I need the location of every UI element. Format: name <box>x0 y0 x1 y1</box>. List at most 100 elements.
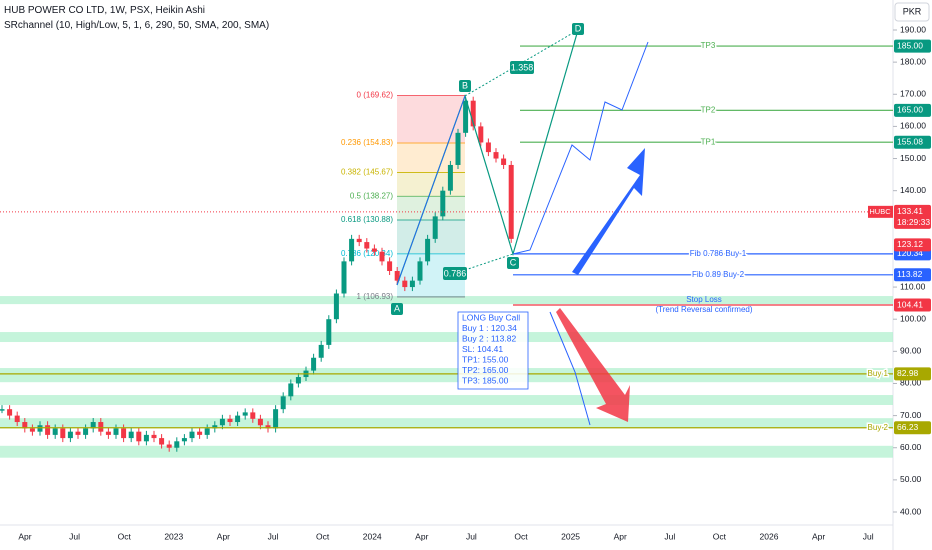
call-line: Buy 2 : 113.82 <box>462 333 516 343</box>
candle <box>60 428 66 439</box>
point-a <box>391 303 403 315</box>
candle <box>311 357 317 371</box>
candle <box>121 428 127 439</box>
marker-tag-text: 123.12 <box>897 239 923 249</box>
ratio: 0.786 <box>444 268 467 278</box>
candle <box>235 415 241 423</box>
candle <box>67 431 73 439</box>
fib-band <box>397 196 465 220</box>
price-tick-label: 110.00 <box>900 281 926 291</box>
candle <box>83 428 89 435</box>
channel-label: Buy 2 <box>868 423 889 432</box>
candle <box>174 441 180 448</box>
candle <box>349 238 355 262</box>
call-line: TP2: 165.00 <box>462 365 509 375</box>
candle <box>409 280 415 288</box>
candle <box>485 142 491 153</box>
time-tick-label: Oct <box>316 531 330 541</box>
price-tick-label: 60.00 <box>900 442 922 452</box>
candle <box>204 428 210 435</box>
candle <box>113 428 119 435</box>
candle <box>326 319 332 345</box>
candle <box>387 261 393 271</box>
candle <box>394 271 400 281</box>
candle <box>45 425 51 435</box>
fib-label: 0 (169.62) <box>357 91 394 100</box>
time-tick-label: 2023 <box>164 531 183 541</box>
candle <box>356 238 362 243</box>
point-d-label: D <box>575 23 582 33</box>
candle <box>227 418 233 423</box>
point-c-label: C <box>510 257 517 267</box>
down-arrow <box>556 308 630 422</box>
fib-label: 0.786 (120.34) <box>341 249 393 258</box>
marker-tag <box>894 238 931 252</box>
channel-tag <box>894 421 931 435</box>
ratio-box <box>443 267 467 280</box>
price-tick-label: 150.00 <box>900 153 926 163</box>
target-tag <box>894 103 931 117</box>
price-tick-label: 50.00 <box>900 474 922 484</box>
time-tick-label: Apr <box>812 531 825 541</box>
currency-button[interactable] <box>894 2 930 22</box>
target-label: TP1 <box>701 137 716 146</box>
sr-zone <box>0 418 893 429</box>
sr-zone <box>0 395 893 405</box>
time-tick-label: Apr <box>217 531 230 541</box>
price-tick-label: 90.00 <box>900 346 922 356</box>
candle <box>288 383 294 397</box>
time-tick-label: 2026 <box>760 531 779 541</box>
stop-tag-text: 104.41 <box>897 299 923 309</box>
call-box <box>457 311 529 390</box>
stop-note: (Trend Reversal confirmed) <box>655 305 752 314</box>
candle <box>379 251 385 262</box>
buy-tag-text: 120.34 <box>897 248 923 258</box>
price-tick-label: 100.00 <box>900 313 926 323</box>
candle <box>417 261 423 281</box>
target-label: TP2 <box>701 105 716 114</box>
candle <box>29 428 35 432</box>
time-tick-label: Apr <box>415 531 428 541</box>
candle <box>189 431 195 439</box>
price-tick-label: 160.00 <box>900 121 926 131</box>
sr-zone <box>0 445 893 458</box>
candle <box>136 431 142 442</box>
sr-zone <box>0 296 893 305</box>
candle <box>318 344 324 358</box>
channel-line <box>396 95 466 286</box>
target-tag <box>894 135 931 149</box>
candle <box>98 422 104 432</box>
symbol: HUBC <box>869 207 891 216</box>
price-tick-label: 170.00 <box>900 89 926 99</box>
candle <box>0 409 5 411</box>
candle <box>143 434 149 442</box>
candle <box>37 425 43 432</box>
dotted-line <box>464 253 514 271</box>
channel-label: Buy 1 <box>868 369 889 378</box>
price-tick-label: 70.00 <box>900 410 922 420</box>
projection <box>549 311 591 426</box>
price-tick-label: 40.00 <box>900 506 922 516</box>
candle <box>447 164 453 191</box>
candle <box>219 418 225 426</box>
time-tick-label: 2025 <box>561 531 580 541</box>
candle <box>197 431 203 435</box>
time-tick-label: Jul <box>268 531 279 541</box>
candle <box>265 425 271 429</box>
candle <box>440 190 446 217</box>
candle <box>333 293 339 320</box>
stop-label: Stop Loss <box>686 295 722 304</box>
candle <box>257 418 263 426</box>
candle <box>242 412 248 416</box>
candle <box>501 158 507 165</box>
candle <box>455 132 461 165</box>
target-tag-text: 165.00 <box>897 105 923 115</box>
sr-zone <box>0 368 893 383</box>
ratio: 1.358 <box>511 62 534 72</box>
channel-tag <box>894 367 931 381</box>
time-tick-label: Oct <box>118 531 132 541</box>
fib-label: 0.5 (138.27) <box>350 191 393 200</box>
fib-band <box>397 95 465 144</box>
time-tick-label: Jul <box>863 531 874 541</box>
